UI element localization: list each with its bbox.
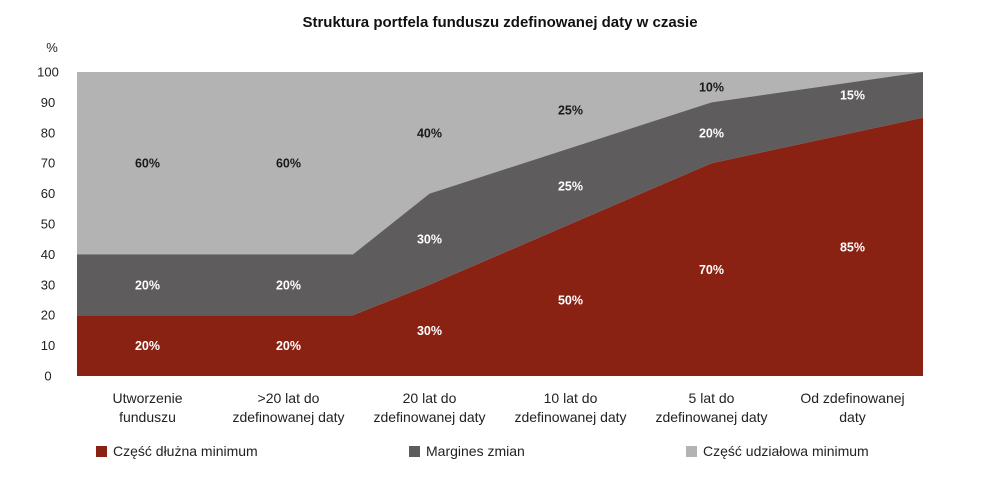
data-label: 15% — [840, 88, 865, 102]
data-label: 20% — [135, 278, 160, 292]
data-label: 20% — [135, 339, 160, 353]
data-label: 25% — [558, 180, 583, 194]
data-label: 10% — [699, 81, 724, 95]
chart-legend: Część dłużna minimum Margines zmian Część … — [96, 443, 869, 459]
chart-title: Struktura portfela funduszu zdefinowanej… — [302, 14, 697, 31]
y-axis-unit-label: % — [46, 40, 58, 55]
area-część-dłużna-minimum — [77, 117, 923, 376]
x-axis-categories: Utworzenie funduszu >20 lat do zdefinowanej… — [112, 390, 904, 425]
legend-swatch — [686, 446, 697, 457]
data-label: 30% — [417, 324, 442, 338]
x-category-label: 10 lat do zdefinowanej daty — [514, 390, 626, 425]
x-category-label: 5 lat do zdefinowanej daty — [655, 390, 767, 425]
area-część-udziałowa-minimum — [77, 72, 923, 255]
legend-label: Część udziałowa minimum — [703, 443, 869, 459]
x-category-label: Od zdefinowanej daty — [800, 390, 904, 425]
data-labels: 20% 20% 30% 50% 70% 85% 20% 20% 30% 25% 20% 15% 60% 6… — [135, 81, 865, 353]
legend-label: Margines zmian — [426, 443, 525, 459]
y-tick-label: 10 — [41, 338, 55, 353]
y-tick-label: 80 — [41, 125, 55, 140]
y-tick-label: 100 — [37, 65, 59, 80]
y-axis-ticks: 0 10 20 30 40 50 60 70 80 90 100 — [37, 65, 59, 384]
data-label: 85% — [840, 240, 865, 254]
area-margines-zmian — [77, 72, 923, 316]
data-label: 20% — [276, 278, 301, 292]
y-tick-label: 70 — [41, 156, 55, 171]
y-tick-label: 90 — [41, 95, 55, 110]
data-label: 50% — [558, 294, 583, 308]
y-tick-label: 40 — [41, 247, 55, 262]
y-tick-label: 20 — [41, 308, 55, 323]
area-layers — [77, 72, 923, 376]
x-category-label: 20 lat do zdefinowanej daty — [373, 390, 485, 425]
x-category-label: Utworzenie funduszu — [112, 390, 182, 425]
y-tick-label: 30 — [41, 277, 55, 292]
legend-label: Część dłużna minimum — [113, 443, 258, 459]
data-label: 20% — [276, 339, 301, 353]
data-label: 60% — [276, 157, 301, 171]
y-tick-label: 60 — [41, 186, 55, 201]
data-label: 70% — [699, 263, 724, 277]
legend-swatch — [409, 446, 420, 457]
legend-swatch — [96, 446, 107, 457]
y-tick-label: 0 — [44, 369, 51, 384]
x-category-label: >20 lat do zdefinowanej daty — [232, 390, 344, 425]
y-tick-label: 50 — [41, 217, 55, 232]
data-label: 60% — [135, 157, 160, 171]
data-label: 40% — [417, 126, 442, 140]
data-label: 30% — [417, 233, 442, 247]
data-label: 25% — [558, 104, 583, 118]
data-label: 20% — [699, 126, 724, 140]
